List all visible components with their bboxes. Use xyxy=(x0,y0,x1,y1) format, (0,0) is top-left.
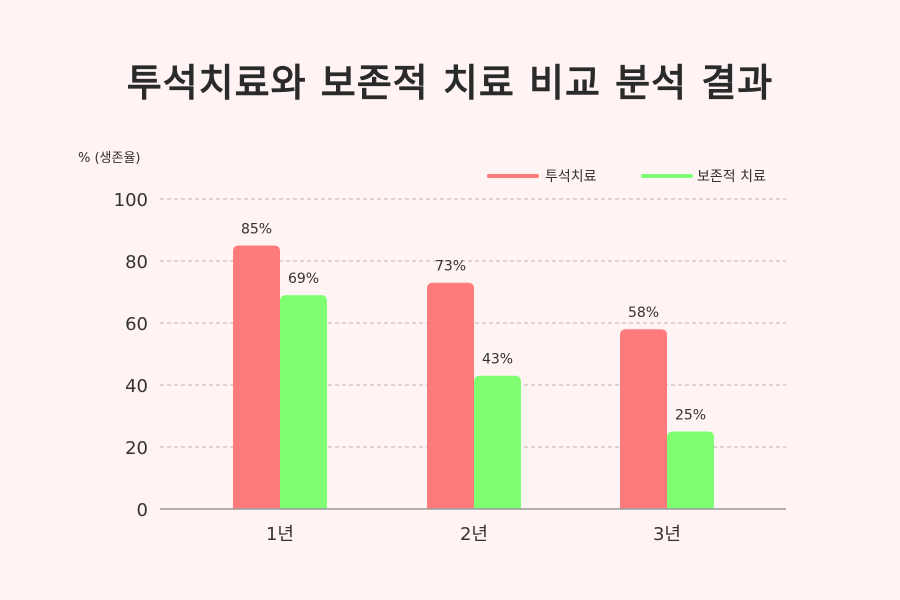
y-tick-label: 60 xyxy=(125,314,148,335)
y-tick-label: 80 xyxy=(125,252,148,273)
data-label: 25% xyxy=(675,408,706,424)
x-tick-label: 2년 xyxy=(460,524,488,545)
y-tick-label: 100 xyxy=(114,190,148,211)
data-label: 58% xyxy=(628,305,659,321)
bar-conservative xyxy=(667,431,714,509)
data-label: 85% xyxy=(241,222,272,238)
bar-dialysis xyxy=(233,245,280,509)
x-tick-label: 1년 xyxy=(266,524,294,545)
axes: 0 20 40 60 80 100 % (생존율) xyxy=(78,151,786,521)
x-tick-label: 3년 xyxy=(653,524,681,545)
bar-conservative xyxy=(474,375,521,509)
chart-title: 투석치료와 보존적 치료 비교 분석 결과 xyxy=(126,61,774,105)
y-tick-label: 20 xyxy=(125,438,148,459)
bar-conservative xyxy=(280,295,327,509)
bar-dialysis xyxy=(620,329,667,509)
legend-label: 투석치료 xyxy=(545,169,597,185)
data-label: 73% xyxy=(435,259,466,275)
data-label: 69% xyxy=(288,271,319,287)
y-tick-label: 0 xyxy=(137,500,148,521)
bars xyxy=(233,245,714,509)
bar-dialysis xyxy=(427,282,474,509)
y-tick-label: 40 xyxy=(125,376,148,397)
data-label: 43% xyxy=(482,352,513,368)
y-axis-label: % (생존율) xyxy=(78,151,141,166)
legend-label: 보존적 치료 xyxy=(697,169,766,185)
labels: 85% 73% 58% 69% 43% 25% 1년 2년 3년 xyxy=(241,222,706,546)
legend: 투석치료 보존적 치료 xyxy=(487,169,766,185)
